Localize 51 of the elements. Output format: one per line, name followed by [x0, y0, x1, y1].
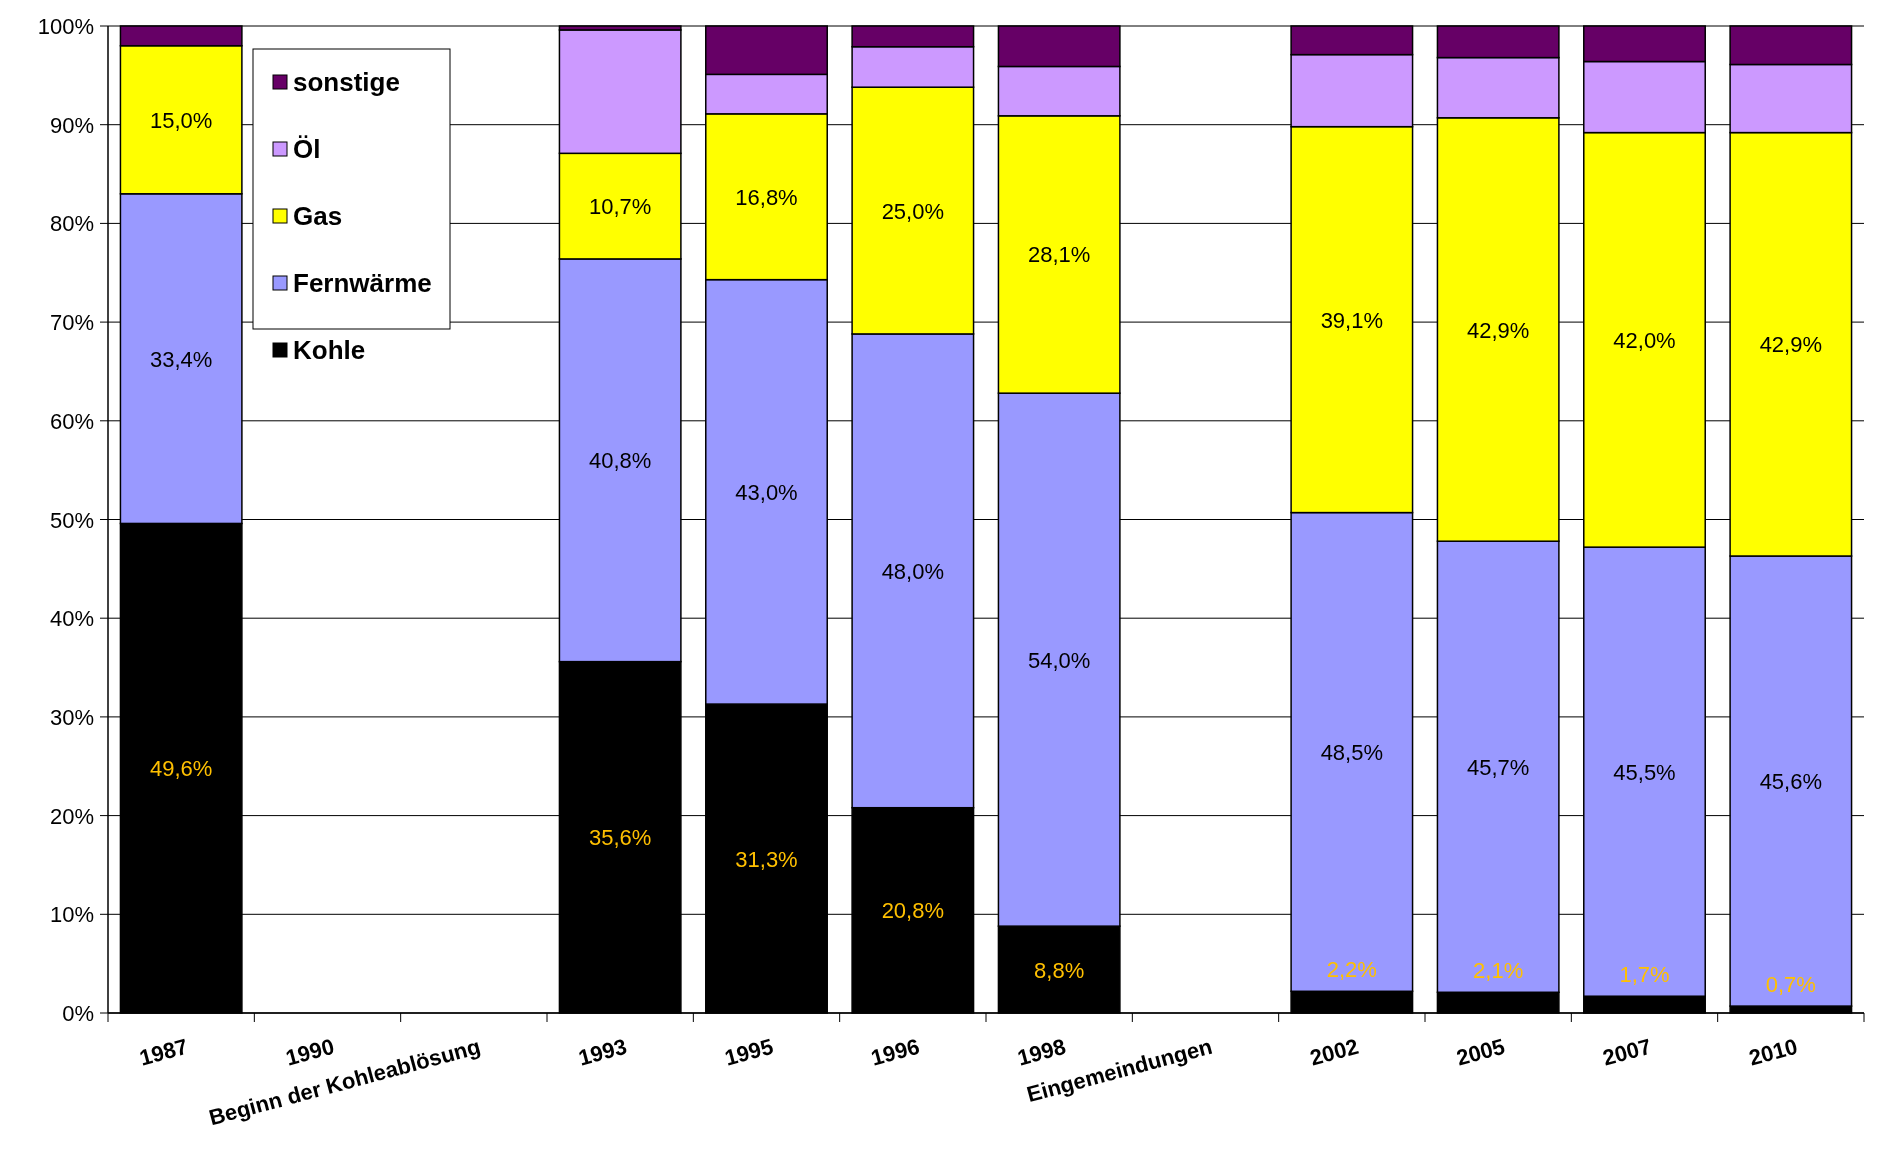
legend-label: Öl [293, 134, 321, 164]
data-label: 20,8% [881, 898, 945, 924]
y-tick-label: 80% [49, 211, 94, 237]
data-label: 45,6% [1759, 769, 1823, 795]
legend-label: Kohle [293, 335, 366, 365]
data-label: 48,0% [881, 558, 945, 584]
y-tick-label: 60% [49, 408, 94, 434]
legend-label: Fernwärme [293, 268, 432, 298]
data-label: 10,7% [588, 194, 652, 220]
data-label: 45,5% [1613, 759, 1676, 785]
data-label: 33,4% [149, 346, 213, 372]
data-label: 45,7% [1466, 754, 1530, 780]
x-tick-label: 2005 [1453, 1033, 1508, 1071]
data-label: 39,1% [1320, 307, 1384, 333]
y-tick-label: 50% [49, 507, 94, 533]
y-tick-label: 40% [49, 606, 94, 632]
data-label: 15,0% [149, 107, 213, 133]
y-tick-label: 20% [49, 803, 94, 829]
data-label: 48,5% [1320, 739, 1384, 765]
x-tick-label: 1987 [136, 1033, 191, 1071]
legend-label: sonstige [293, 67, 400, 97]
data-label: 43,0% [735, 479, 798, 505]
data-label: 1,7% [1619, 962, 1670, 988]
data-label: 42,9% [1466, 317, 1530, 343]
data-label: 40,8% [588, 448, 652, 474]
legend-label: Gas [293, 201, 343, 231]
data-label: 25,0% [881, 198, 945, 224]
data-label: 35,6% [588, 825, 652, 851]
y-tick-label: 90% [49, 112, 94, 138]
data-label: 8,8% [1034, 957, 1085, 983]
y-tick-label: 30% [49, 704, 94, 730]
x-tick-label: 1995 [722, 1033, 776, 1071]
data-label: 49,6% [149, 756, 213, 782]
data-label: 0,7% [1765, 972, 1816, 998]
y-tick-label: 0% [62, 1001, 94, 1026]
data-label: 2,2% [1326, 957, 1377, 983]
x-tick-label: 1993 [575, 1033, 630, 1071]
y-tick-label: 100% [37, 14, 94, 39]
y-tick-label: 10% [49, 902, 94, 928]
data-label: 42,9% [1759, 332, 1823, 358]
x-tick-label: 2007 [1600, 1033, 1654, 1071]
data-label: 16,8% [735, 184, 798, 210]
data-label: 2,1% [1473, 958, 1524, 984]
x-tick-label: 2010 [1746, 1033, 1801, 1071]
data-label: 42,0% [1613, 327, 1676, 353]
x-tick-label: 2002 [1307, 1033, 1362, 1071]
data-label: 54,0% [1027, 647, 1091, 673]
y-tick-label: 70% [49, 310, 94, 336]
x-tick-label: 1996 [868, 1033, 923, 1071]
data-label: 28,1% [1027, 242, 1091, 268]
data-label: 31,3% [735, 846, 798, 872]
